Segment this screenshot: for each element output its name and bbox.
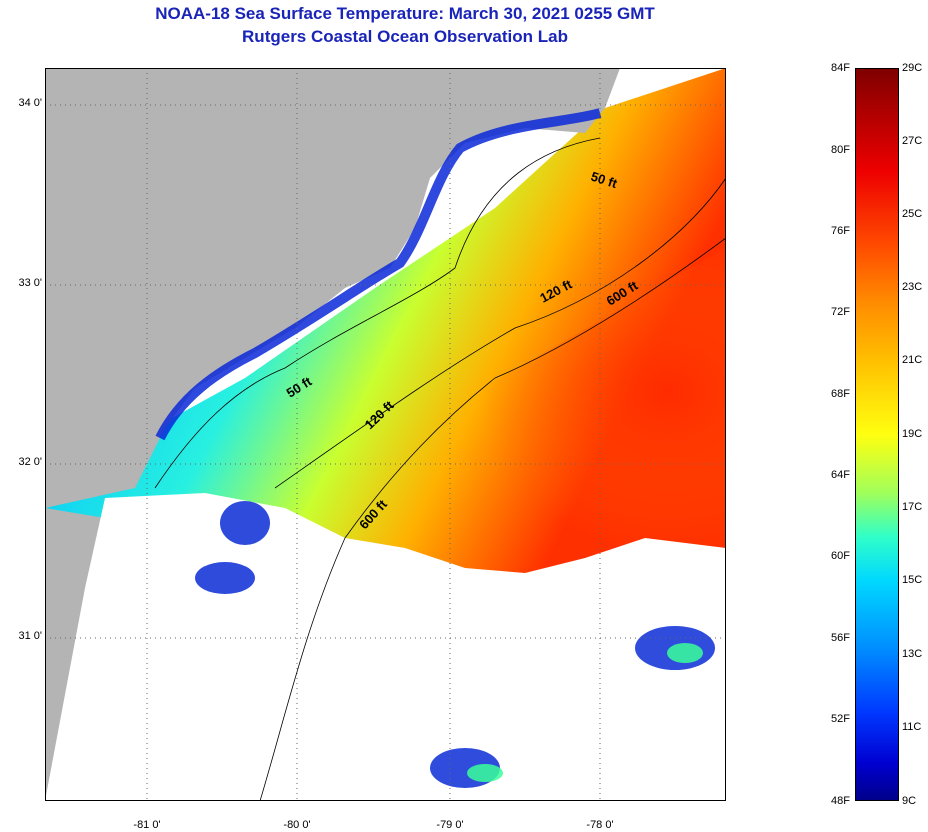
colorbar-f-label: 80F	[831, 144, 850, 156]
lat-label-31: 31 0'	[18, 630, 42, 642]
lon-label-81: -81 0'	[133, 819, 161, 831]
colorbar-c-label: 23C	[902, 281, 923, 293]
colorbar-c-label: 25C	[902, 208, 923, 220]
land-mass	[45, 68, 620, 508]
colorbar-c-label: 19C	[902, 428, 923, 440]
temperature-colorbar	[855, 68, 899, 801]
colorbar-c-label: 13C	[902, 648, 923, 660]
colorbar-f-label: 64F	[831, 469, 850, 481]
map-title: NOAA-18 Sea Surface Temperature: March 3…	[155, 4, 655, 23]
colorbar-f-label: 56F	[831, 632, 850, 644]
sst-map: 50 ft 50 ft 120 ft 120 ft 600 ft 600 ft	[45, 68, 726, 801]
map-subtitle: Rutgers Coastal Ocean Observation Lab	[242, 27, 568, 46]
sst-map-graphic: 50 ft 50 ft 120 ft 120 ft 600 ft 600 ft	[45, 68, 726, 801]
colorbar-f-label: 68F	[831, 388, 850, 400]
colorbar-c-label: 17C	[902, 501, 923, 513]
colorbar-c-label: 21C	[902, 354, 923, 366]
colorbar-f-label: 48F	[831, 795, 850, 807]
colorbar-f-label: 76F	[831, 225, 850, 237]
isobath-120ft	[274, 177, 726, 489]
colorbar-c-label: 11C	[902, 721, 922, 733]
colorbar-f-label: 84F	[831, 62, 850, 74]
colorbar-c-label: 9C	[902, 795, 917, 807]
colorbar-f-label: 52F	[831, 713, 850, 725]
colorbar-c-label: 15C	[902, 574, 923, 586]
lat-label-33: 33 0'	[18, 277, 42, 289]
colorbar-f-label: 72F	[831, 306, 850, 318]
lon-label-78: -78 0'	[586, 819, 614, 831]
isobath-50ft	[154, 137, 601, 489]
colorbar-c-label: 29C	[902, 62, 923, 74]
colorbar-c-label: 27C	[902, 135, 923, 147]
lon-label-80: -80 0'	[283, 819, 311, 831]
colorbar-f-label: 60F	[831, 550, 850, 562]
lat-label-32: 32 0'	[18, 456, 42, 468]
lon-label-79: -79 0'	[436, 819, 464, 831]
isobath-600ft	[259, 237, 726, 801]
lat-label-34: 34 0'	[18, 97, 42, 109]
